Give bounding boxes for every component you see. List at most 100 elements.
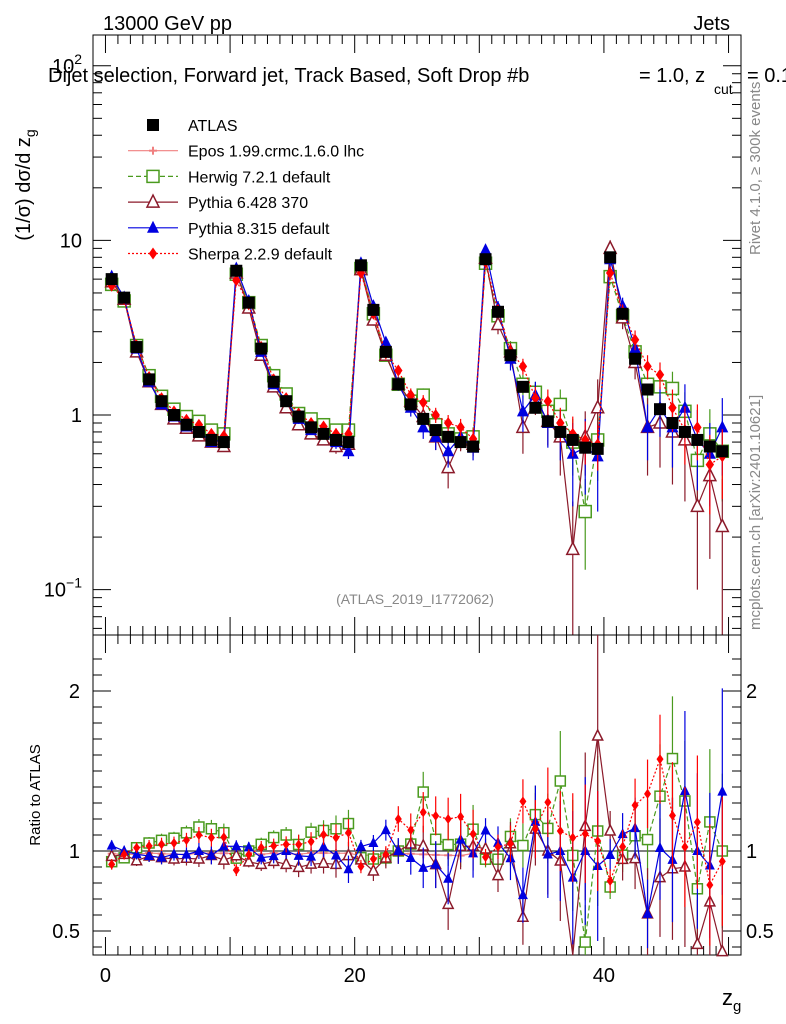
data-point — [490, 315, 506, 331]
data-point — [678, 425, 691, 438]
ratio-point — [279, 856, 293, 870]
ratio-point — [605, 849, 616, 859]
ratio-point — [307, 836, 315, 847]
ratio-point — [469, 829, 477, 840]
ratio-point — [270, 840, 278, 851]
data-point — [693, 421, 702, 434]
ratio-y-tick-label-right: 2 — [746, 681, 757, 703]
data-point — [155, 395, 168, 408]
ratio-point — [207, 832, 215, 843]
legend-label: Epos 1.99.crmc.1.6.0 lhc — [188, 144, 364, 161]
ratio-point — [130, 853, 143, 866]
x-tick-label: 0 — [100, 965, 111, 987]
ratio-point — [170, 838, 178, 848]
xlabel-sub: g — [733, 998, 741, 1015]
data-point — [516, 380, 529, 393]
data-point — [591, 442, 604, 455]
data-point — [192, 425, 205, 438]
data-point — [230, 264, 243, 277]
data-point — [590, 399, 605, 414]
ratio-point — [368, 837, 379, 847]
ratio-point — [544, 797, 552, 808]
ratio-point — [145, 841, 153, 851]
tick-exp: 2 — [74, 51, 82, 67]
data-point — [641, 420, 654, 433]
ratio-line-herwig — [111, 756, 723, 943]
ratio-point — [432, 810, 440, 821]
ratio-point — [220, 832, 228, 843]
data-point — [655, 368, 665, 381]
ratio-point — [257, 842, 265, 853]
ratio-point — [120, 849, 128, 860]
data-point — [454, 436, 467, 449]
data-point — [703, 440, 716, 453]
ratio-point — [317, 855, 330, 869]
data-point — [492, 305, 504, 318]
ratio-point — [641, 833, 654, 846]
legend-label: Pythia 6.428 370 — [188, 195, 308, 212]
ratio-point — [717, 785, 728, 796]
data-point — [394, 364, 403, 377]
ratio-panel: 0.5 0.51 12 20 20 40 Ratio to ATLAS zg — [27, 634, 774, 1015]
ratio-point — [480, 824, 491, 835]
ratio-point — [195, 830, 203, 840]
series-line-herwig — [111, 263, 723, 512]
ratio-point — [306, 850, 317, 861]
ratio-point — [382, 849, 390, 860]
ratio-point — [691, 936, 704, 950]
legend-marker — [146, 169, 160, 184]
ratio-point — [591, 728, 604, 741]
ratio-point — [606, 876, 614, 886]
data-point — [565, 540, 580, 556]
legend-marker — [147, 220, 159, 233]
ratio-data — [105, 635, 729, 957]
ratio-point — [418, 861, 429, 872]
legend-item-atlas: ATLAS — [147, 118, 238, 135]
ratio-point — [457, 811, 465, 822]
data-point — [716, 445, 729, 458]
ratio-point — [655, 842, 665, 853]
ratio-series-sherpa — [108, 714, 726, 946]
data-point — [118, 291, 131, 304]
ratio-point — [332, 832, 340, 843]
data-point — [643, 360, 652, 373]
ratio-point — [569, 832, 577, 843]
data-point — [342, 436, 355, 449]
watermark: (ATLAS_2019_I1772062) — [336, 591, 494, 607]
ylabel-text: (1/σ) dσ/d z — [13, 137, 35, 241]
ratio-point — [169, 848, 179, 859]
legend-item-herwig: Herwig 7.2.1 default — [128, 169, 331, 186]
data-point — [629, 352, 642, 365]
ratio-point — [182, 835, 190, 846]
ratio-y-tick-label: 0.5 — [52, 921, 80, 943]
ratio-point — [232, 865, 240, 876]
ratio-point — [293, 849, 304, 860]
ratio-point — [108, 859, 116, 870]
data-point — [442, 430, 455, 443]
data-point — [379, 345, 392, 358]
ratio-point — [693, 817, 701, 828]
ratio-y-tick-label: 1 — [69, 841, 80, 863]
data-point — [417, 420, 430, 433]
data-point — [180, 418, 193, 431]
ratio-point — [542, 848, 553, 859]
data-point — [616, 307, 629, 320]
ratio-frame — [92, 634, 742, 956]
ratio-point — [581, 828, 589, 839]
ratio-point — [716, 943, 729, 957]
ratio-point — [367, 863, 380, 876]
ratio-point — [217, 852, 231, 865]
ratio-point — [394, 814, 402, 824]
ratio-point — [603, 823, 617, 836]
data-point — [354, 259, 367, 272]
ratio-point — [619, 841, 627, 852]
legend-label: Sherpa 2.2.9 default — [188, 247, 333, 264]
ratio-point — [556, 826, 564, 836]
ratio-point — [106, 839, 117, 850]
legend: ATLAS Epos 1.99.crmc.1.6.0 lhc Herwig 7.2.… — [128, 118, 364, 264]
data-point — [668, 401, 677, 414]
data-point — [630, 333, 640, 346]
x-axis-label: zg — [722, 985, 741, 1015]
